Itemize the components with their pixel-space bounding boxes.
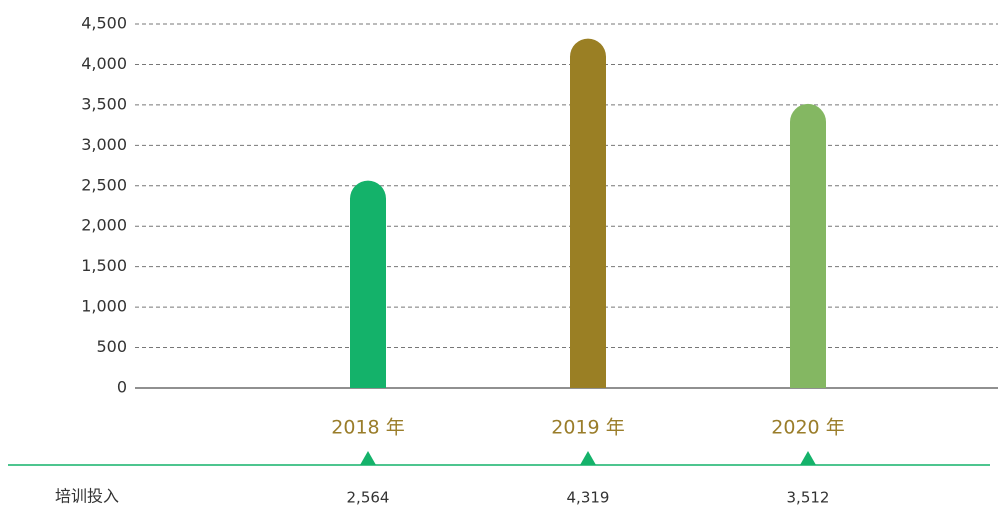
- y-tick-label: 0: [117, 378, 127, 397]
- y-tick-label: 4,000: [81, 54, 127, 73]
- bar: [350, 180, 386, 388]
- y-tick-label: 2,000: [81, 216, 127, 235]
- x-tick-label: 2018 年: [331, 417, 404, 439]
- y-tick-label: 1,000: [81, 297, 127, 316]
- value-label: 3,512: [787, 489, 830, 507]
- y-tick-label: 3,500: [81, 94, 127, 113]
- marker-triangle: [580, 451, 596, 465]
- value-label: 2,564: [347, 489, 390, 507]
- y-tick-label: 2,500: [81, 175, 127, 194]
- value-label: 4,319: [567, 489, 610, 507]
- marker-triangle: [360, 451, 376, 465]
- y-tick-label: 1,500: [81, 256, 127, 275]
- row-label: 培训投入: [55, 487, 119, 506]
- y-tick-label: 3,000: [81, 135, 127, 154]
- bar: [570, 38, 606, 388]
- y-tick-label: 4,500: [81, 14, 127, 33]
- bar: [790, 103, 826, 389]
- marker-triangle: [800, 451, 816, 465]
- x-tick-label: 2019 年: [551, 417, 624, 439]
- y-tick-label: 500: [96, 337, 127, 356]
- x-tick-label: 2020 年: [771, 417, 844, 439]
